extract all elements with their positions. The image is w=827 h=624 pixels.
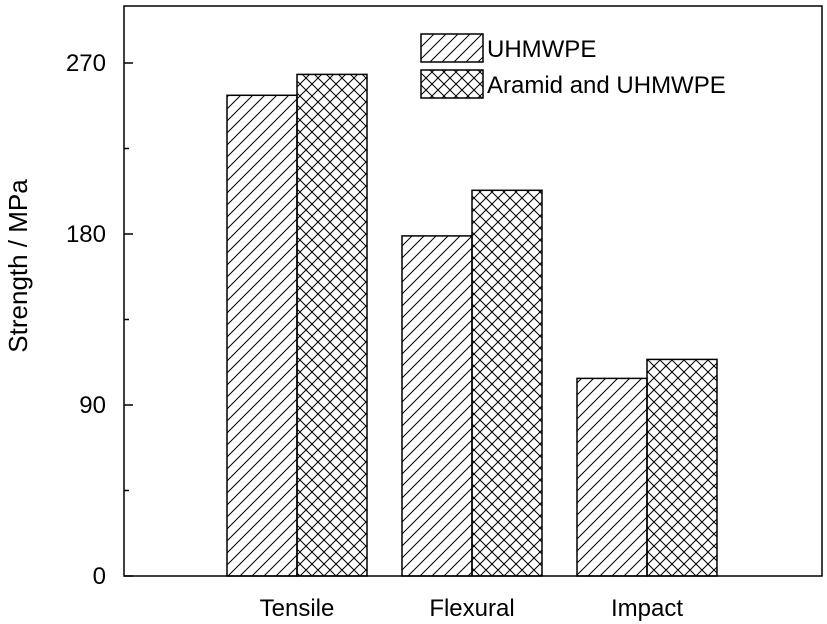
- x-tick-label: Flexural: [429, 595, 514, 622]
- y-tick-label: 180: [66, 221, 106, 248]
- bar-impact-series-0: [576, 377, 648, 577]
- bar-impact-series-1: [646, 358, 718, 577]
- bar-tensile-series-0: [226, 94, 298, 577]
- plot-frame: [123, 5, 823, 577]
- y-tick-label: 90: [79, 392, 106, 419]
- bar-flexural-series-1: [471, 189, 543, 577]
- legend: UHMWPE Aramid and UHMWPE: [420, 33, 726, 99]
- y-tick-label: 270: [66, 50, 106, 77]
- axis-layer: Tensile Flexural Impact 0 90 180 270 Strength /…: [3, 5, 823, 622]
- x-tick-label: Impact: [611, 595, 683, 622]
- legend-label-0: UHMWPE: [487, 36, 596, 63]
- x-tick-label: Tensile: [260, 595, 335, 622]
- bar-tensile-series-1: [296, 73, 368, 577]
- legend-swatch-0: [420, 33, 484, 63]
- legend-label-1: Aramid and UHMWPE: [487, 72, 726, 99]
- bar-flexural-series-0: [401, 235, 473, 577]
- y-tick-label: 0: [93, 563, 106, 590]
- y-axis-title: Strength / MPa: [3, 179, 33, 353]
- bars-layer: [226, 73, 718, 577]
- legend-swatch-1: [420, 69, 484, 99]
